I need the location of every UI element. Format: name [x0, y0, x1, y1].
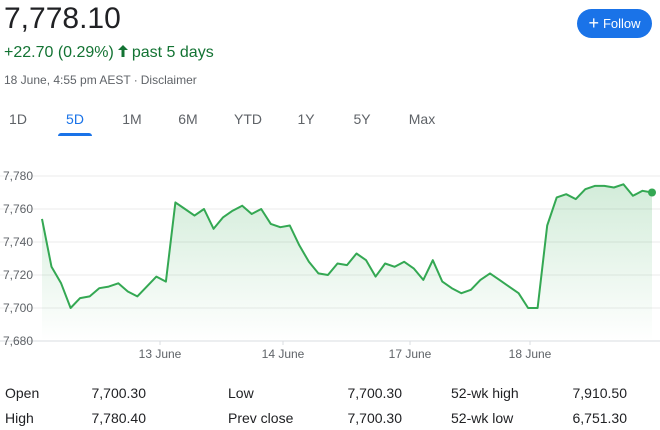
chart-y-tick-label: 7,760 [3, 202, 33, 216]
chart-x-tick-label: 18 June [509, 347, 552, 361]
chart-current-point [648, 188, 656, 197]
chart-area-fill [42, 184, 652, 341]
stat-52wk-low-value: 6,751.30 [572, 410, 628, 426]
price-change: +22.70 (0.29%) past 5 days [4, 42, 214, 64]
disclaimer-link[interactable]: Disclaimer [140, 73, 197, 87]
price-chart[interactable]: 7,780 7,760 7,740 7,720 7,700 7,680 13 June 14… [0, 150, 660, 372]
stat-low-value: 7,700.30 [347, 385, 403, 401]
tab-6m[interactable]: 6M [178, 111, 198, 127]
follow-button[interactable]: + Follow [577, 9, 652, 38]
chart-y-tick-label: 7,700 [3, 301, 33, 315]
tab-max[interactable]: Max [408, 111, 436, 127]
tab-ytd[interactable]: YTD [234, 111, 262, 127]
stat-52wk-low-label: 52-wk low [451, 410, 514, 426]
quote-meta: 18 June, 4:55 pm AEST · Disclaimer [4, 72, 197, 88]
stat-high-label: High [5, 410, 34, 426]
stat-prev-close-label: Prev close [228, 410, 294, 426]
chart-x-tick-label: 14 June [262, 347, 305, 361]
range-tabs: 1D 5D 1M 6M YTD 1Y 5Y Max [0, 106, 660, 136]
plus-icon: + [588, 12, 599, 33]
chart-y-tick-label: 7,780 [3, 169, 33, 183]
follow-button-label: Follow [602, 16, 641, 31]
stat-open-value: 7,700.30 [91, 385, 147, 401]
change-amount: +22.70 (0.29%) [4, 44, 114, 61]
stat-prev-close-value: 7,700.30 [347, 410, 403, 426]
stat-open-label: Open [5, 385, 40, 401]
arrow-up-icon [117, 42, 128, 64]
price-value: 7,778.10 [4, 2, 121, 35]
tab-5d[interactable]: 5D [58, 106, 92, 136]
chart-x-tick-label: 17 June [389, 347, 432, 361]
tab-1y[interactable]: 1Y [297, 111, 315, 127]
chart-y-tick-label: 7,680 [3, 334, 33, 348]
meta-separator: · [133, 73, 138, 87]
quote-timestamp: 18 June, 4:55 pm AEST [4, 73, 131, 87]
chart-y-tick-label: 7,740 [3, 235, 33, 249]
chart-price-line [41, 183, 653, 309]
stat-52wk-high-label: 52-wk high [451, 385, 519, 401]
chart-y-tick-label: 7,720 [3, 268, 33, 282]
stat-52wk-high-value: 7,910.50 [572, 385, 628, 401]
change-period: past 5 days [131, 44, 214, 61]
tab-5y[interactable]: 5Y [353, 111, 371, 127]
stats-table: Open 7,700.30 High 7,780.40 Low 7,700.30… [0, 380, 660, 430]
stat-low-label: Low [228, 385, 254, 401]
stat-high-value: 7,780.40 [91, 410, 147, 426]
tab-1d[interactable]: 1D [9, 111, 27, 127]
tab-1m[interactable]: 1M [122, 111, 142, 127]
chart-x-tick-label: 13 June [139, 347, 182, 361]
